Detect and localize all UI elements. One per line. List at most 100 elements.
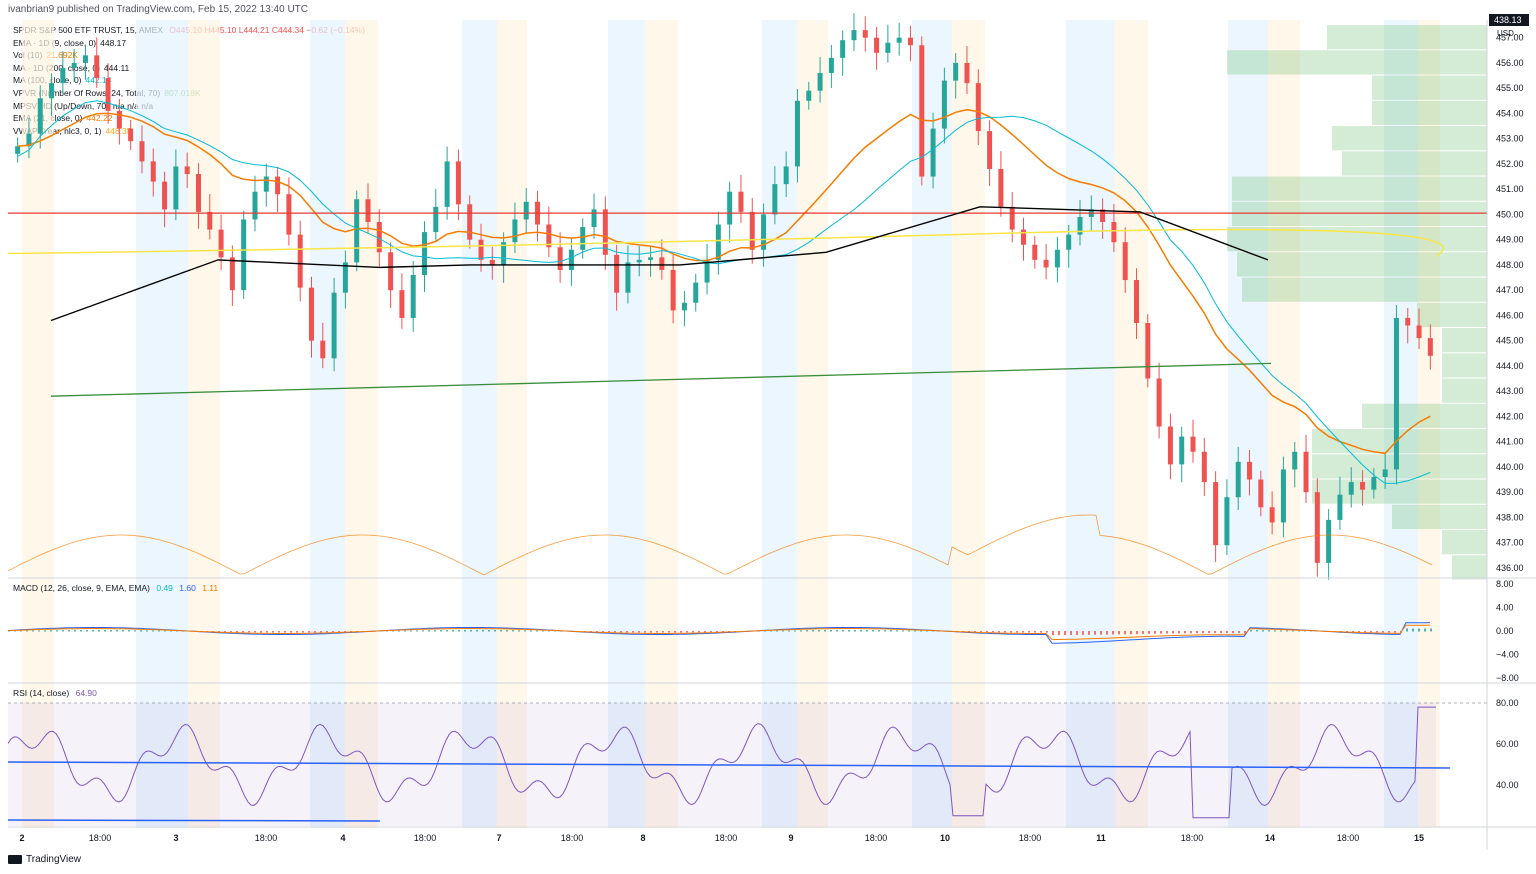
candle-body [94,55,100,79]
macd-hist-bar [1364,631,1366,633]
candle-body [1179,436,1185,465]
macd-hist-bar [308,631,310,633]
legend-row-value: 448.17 [100,37,127,48]
macd-hist-bar [602,631,604,633]
candle-body [817,73,823,91]
macd-hist-bar [620,631,622,633]
macd-hist-bar [872,630,874,632]
macd-hist-bar [428,630,430,632]
macd-hist-bar [1352,631,1354,633]
candle-body [738,191,744,212]
footer-brand[interactable]: TradingView [26,854,82,865]
macd-hist-bar [1028,631,1030,633]
macd-hist-bar [68,630,70,632]
candle-body [162,181,168,210]
price-tick-label: 449.00 [1496,235,1524,245]
macd-hist-bar [1142,631,1144,634]
macd-hist-bar [344,631,346,633]
legend-row: EMA · 1D (9, close, 0) 448.17 [13,37,365,50]
macd-hist-bar [680,631,682,633]
candle-body [1427,338,1433,356]
vpvr-bar [1372,75,1487,100]
legend-row-label[interactable]: EMA · 1D (9, close, 0) [13,37,97,48]
macd-value-1: 0.49 [156,583,173,593]
macd-hist-bar [1094,631,1096,635]
candle-body [1371,477,1377,490]
candle-body [1269,507,1275,523]
macd-hist-bar [236,631,238,633]
time-tick-label: 10 [940,833,950,843]
vpvr-bar [1332,126,1487,151]
candle-body [546,224,552,248]
macd-hist-bar [1010,631,1012,633]
macd-hist-bar [500,630,502,632]
legend-row-label[interactable]: MPSV HD (Up/Down, 70) [13,100,109,111]
macd-hist-bar [488,629,490,632]
legend-symbol[interactable]: SPDR S&P 500 ETF TRUST, 15, AMEX [13,25,163,35]
macd-tick-label: −4.00 [1496,650,1519,660]
macd-hist-bar [878,630,880,632]
vpvr-bar [1312,454,1487,479]
candle-body [659,257,665,270]
current-price-tag: 438.13 [1489,14,1529,26]
macd-hist-bar [296,631,298,633]
macd-hist-bar [1124,631,1126,635]
session-band [1115,20,1148,828]
macd-hist-bar [794,630,796,632]
macd-hist-bar [1106,631,1108,635]
price-tick-label: 452.00 [1496,159,1524,169]
macd-hist-bar [986,631,988,633]
macd-hist-bar [968,631,970,632]
macd-hist-bar [332,631,334,633]
candle-body [105,78,111,111]
legend-row-label[interactable]: VWAP (Year, hlc3, 0, 1) [13,125,102,136]
macd-hist-bar [920,630,922,632]
candle-body [365,199,371,222]
vwap-line [7,228,1444,257]
vpvr-bar [1312,429,1487,454]
candle-body [1043,259,1049,268]
macd-hist-bar [242,631,244,633]
candle-body [568,249,574,270]
macd-hist-bar [92,629,94,632]
macd-hist-bar [440,630,442,632]
price-tick-label: 455.00 [1496,83,1524,93]
candle-body [241,219,247,291]
rsi-label[interactable]: RSI (14, close) [13,688,70,698]
current-price-label: 438.13 [1494,15,1522,25]
candle-body [862,30,868,38]
time-tick-label: 18:00 [1337,833,1360,843]
candle-body [444,161,450,207]
macd-hist-bar [434,630,436,632]
candle-body [602,209,608,255]
candle-body [614,254,620,293]
vpvr-bar [1442,328,1487,353]
macd-hist-bar [788,630,790,632]
macd-hist-bar [452,629,454,632]
macd-hist-bar [260,631,262,633]
macd-hist-bar [1064,631,1066,636]
legend-row-label[interactable]: VPVR (Number Of Rows, 24, Total, 70) [13,87,161,98]
macd-hist-bar [1424,628,1426,632]
candle-body [749,211,755,250]
vpvr-bar [1342,151,1487,176]
legend-row-label[interactable]: MA · 1D (200, close, 0) [13,62,100,73]
macd-label[interactable]: MACD (12, 26, close, 9, EMA, EMA) [13,583,150,593]
price-tick-label: 444.00 [1496,361,1524,371]
macd-hist-bar [698,631,700,633]
macd-hist-bar [1310,630,1312,632]
macd-hist-bar [1208,631,1210,634]
macd-hist-bar [1376,631,1378,633]
session-band [608,20,645,828]
macd-hist-bar [1394,631,1396,633]
macd-hist-bar [98,629,100,632]
vpvr-bar [1442,530,1487,555]
time-tick-label: 18:00 [1181,833,1204,843]
candle-body [1348,482,1354,495]
macd-hist-bar [164,630,166,632]
macd-hist-bar [1184,631,1186,634]
macd-hist-bar [1298,630,1300,632]
macd-hist-bar [74,629,76,632]
candle-body [478,239,484,260]
